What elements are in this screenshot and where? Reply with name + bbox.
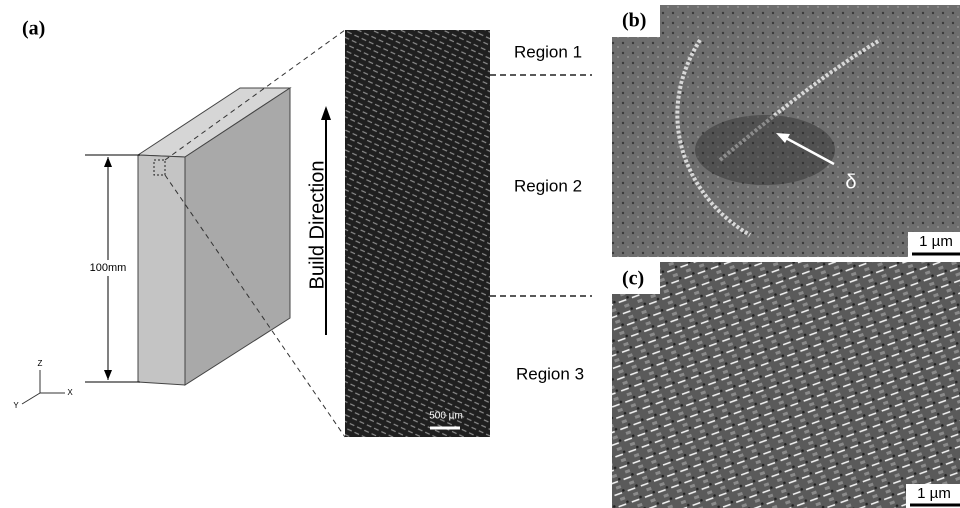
region-label: Region 2: [514, 176, 582, 195]
dark-zone: [695, 115, 835, 185]
region-label: Region 1: [514, 42, 582, 61]
micrograph-shade: [345, 30, 490, 437]
axis: [22, 393, 40, 404]
build-arrowhead: [321, 106, 331, 120]
figure: (a) 100mm Z X Y 500 µm Build Direction R…: [0, 0, 960, 508]
block-side: [138, 155, 185, 385]
phase-label: δ: [845, 171, 856, 193]
sem-image: [612, 262, 960, 508]
panel-label: (b): [622, 10, 646, 32]
dim-arrow: [104, 370, 112, 380]
axis-label: Z: [38, 359, 43, 368]
panel-label: (c): [622, 268, 644, 290]
region-label: Region 3: [516, 364, 584, 383]
scale-label: 500 µm: [429, 411, 463, 422]
panel-label: (a): [22, 18, 45, 40]
axis-label: Y: [13, 401, 19, 410]
dim-arrow: [104, 157, 112, 167]
dimension-label: 100mm: [90, 262, 127, 274]
scale-label: 1 µm: [917, 485, 951, 502]
scale-label: 1 µm: [919, 233, 953, 250]
axis-label: X: [67, 388, 73, 397]
build-direction: Build Direction: [306, 161, 328, 290]
